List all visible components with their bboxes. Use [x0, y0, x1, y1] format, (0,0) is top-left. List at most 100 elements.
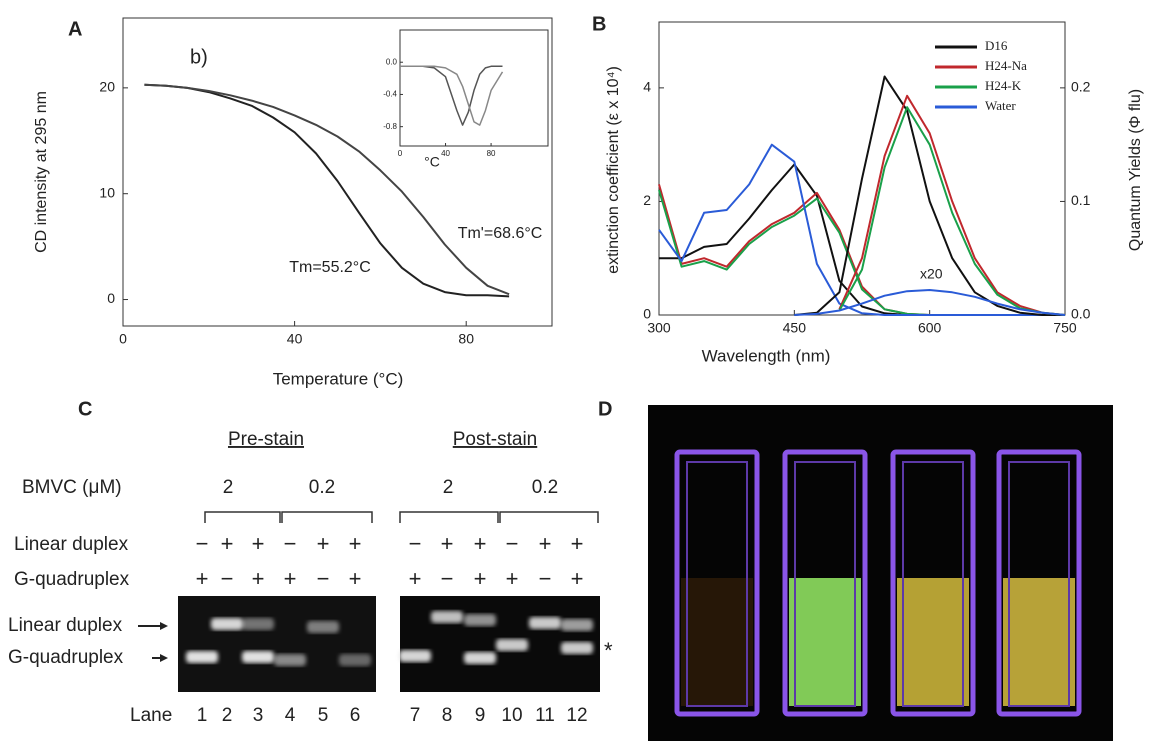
data-line — [400, 65, 503, 126]
band-label: G-quadruplex — [8, 647, 124, 668]
x-tick-label: 750 — [1053, 320, 1077, 336]
y-tick-label: 2 — [643, 192, 651, 208]
sign: − — [409, 531, 422, 556]
y-axis-label: extinction coefficient (ε x 10⁴) — [605, 66, 622, 274]
concentration: 0.2 — [532, 477, 558, 498]
concentration: 0.2 — [309, 477, 335, 498]
sign: − — [539, 566, 552, 591]
data-line — [659, 163, 1065, 316]
lane-number: 11 — [535, 705, 555, 726]
cuvette-liquid — [789, 578, 861, 706]
x-tick-label: 300 — [647, 320, 671, 336]
cuvette — [782, 449, 868, 717]
legend-label: D16 — [985, 38, 1008, 53]
sign: + — [571, 531, 584, 556]
sign: + — [506, 566, 519, 591]
cuvette — [890, 449, 976, 717]
cuvette-inner — [1008, 461, 1070, 707]
y-tick-label: -0.4 — [383, 90, 397, 99]
annotation: Tm=55.2°C — [289, 259, 371, 276]
annotation: Tm'=68.6°C — [458, 225, 543, 242]
sign: + — [317, 531, 330, 556]
lane-number: 5 — [318, 705, 329, 726]
gel-band — [431, 611, 463, 623]
gel-band — [464, 614, 496, 626]
sign: + — [474, 566, 487, 591]
gel-band — [561, 619, 593, 631]
y-axis-label: CD intensity at 295 nm — [33, 91, 50, 253]
gel-band — [211, 618, 243, 630]
asterisk: * — [604, 638, 613, 663]
annotation: b) — [190, 46, 208, 68]
sign: + — [252, 566, 265, 591]
plot-frame — [399, 29, 549, 147]
lane-number: 6 — [350, 705, 361, 726]
sign: + — [409, 566, 422, 591]
lane-number: 4 — [285, 705, 296, 726]
sign: + — [539, 531, 552, 556]
lane-number: 8 — [442, 705, 453, 726]
x-axis-label: Temperature (°C) — [273, 369, 404, 388]
gel-image — [178, 596, 376, 692]
gel-band — [242, 651, 274, 663]
sign: − — [284, 531, 297, 556]
lane-number: 2 — [222, 705, 233, 726]
gel-band — [242, 618, 274, 630]
y2-tick-label: 0.2 — [1071, 79, 1091, 95]
sign: + — [441, 531, 454, 556]
data-line — [400, 65, 504, 126]
band-label: Linear duplex — [8, 615, 123, 636]
x-tick-label: 80 — [487, 149, 496, 158]
section-title: Pre-stain — [228, 429, 304, 450]
x-axis-label: °C — [424, 154, 440, 170]
gel-band — [307, 621, 339, 633]
cuvette-liquid — [1003, 578, 1075, 706]
x-tick-label: 0 — [398, 149, 403, 158]
x-tick-label: 600 — [918, 320, 942, 336]
gel-band — [274, 654, 306, 666]
lane-number: 3 — [253, 705, 264, 726]
sign: − — [441, 566, 454, 591]
sign: − — [221, 566, 234, 591]
legend-label: H24-K — [985, 78, 1022, 93]
bracket — [281, 511, 373, 523]
y-tick-label: 0 — [107, 290, 115, 306]
row-label: Linear duplex — [14, 534, 129, 555]
bracket — [499, 511, 599, 523]
gel-band — [399, 650, 431, 662]
sign: + — [349, 566, 362, 591]
x-tick-label: 450 — [783, 320, 807, 336]
cuvette-liquid — [897, 578, 969, 706]
y2-axis-label: Quantum Yields (Φ flu) — [1127, 89, 1144, 251]
x-tick-label: 0 — [119, 331, 127, 347]
sign: + — [252, 531, 265, 556]
sign: − — [196, 531, 209, 556]
sign: − — [317, 566, 330, 591]
lane-label: Lane — [130, 705, 172, 726]
sign: + — [571, 566, 584, 591]
x-tick-label: 40 — [441, 149, 450, 158]
arrow-head — [160, 654, 168, 662]
y-tick-label: 0 — [643, 306, 651, 322]
lane-number: 12 — [566, 705, 587, 726]
gel-band — [529, 617, 561, 629]
sign: + — [196, 566, 209, 591]
cuvette-liquid — [681, 578, 753, 706]
x-axis-label: Wavelength (nm) — [702, 346, 831, 365]
row-label: BMVC (μM) — [22, 477, 122, 498]
x-tick-label: 40 — [287, 331, 303, 347]
data-line — [794, 289, 1066, 316]
row-label: G-quadruplex — [14, 569, 130, 590]
cuvette-inner — [686, 461, 748, 707]
sign: + — [284, 566, 297, 591]
plot-frame — [658, 21, 1066, 316]
panel-label: D — [598, 398, 612, 420]
lane-number: 1 — [197, 705, 208, 726]
gel-band — [464, 652, 496, 664]
lane-number: 7 — [410, 705, 421, 726]
x-tick-label: 80 — [458, 331, 474, 347]
gel-band — [561, 642, 593, 654]
y2-tick-label: 0.0 — [1071, 306, 1091, 322]
legend-label: Water — [985, 98, 1016, 113]
